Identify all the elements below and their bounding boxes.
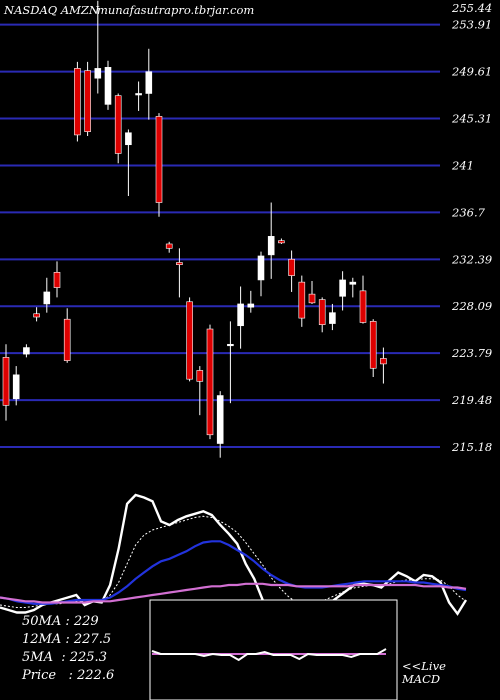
candle-body (186, 301, 193, 380)
y-tick-label: 232.39 (451, 252, 492, 266)
ma12-label: 12MA : 227.5 (22, 632, 112, 647)
candle-body (176, 262, 183, 265)
candle-body (165, 243, 173, 249)
candle-body (298, 281, 306, 319)
gridlines (0, 23, 440, 448)
y-tick-label: 228.09 (451, 299, 492, 313)
ma-line-long-MA (0, 540, 467, 605)
candle-body (237, 303, 244, 327)
candle-body (206, 328, 214, 436)
macd-panel-frame (149, 599, 398, 700)
candle-body (12, 374, 20, 400)
candle-body (155, 116, 163, 203)
candle-body (267, 236, 275, 256)
ma-line-dotted (0, 515, 467, 608)
macd-lines (151, 648, 387, 662)
candle-body (380, 358, 387, 365)
candle-body (288, 258, 295, 276)
candle-body (329, 312, 336, 324)
candle-body (94, 68, 102, 79)
candle-body (33, 313, 40, 318)
candle-body (23, 347, 30, 355)
candle-body (125, 132, 132, 146)
y-tick-label: 236.7 (451, 205, 486, 219)
candle-body (359, 290, 367, 323)
price-label: Price : 222.6 (22, 668, 115, 683)
candle-body (63, 318, 71, 361)
candle-body (247, 303, 255, 308)
y-tick-label: 253.91 (451, 18, 492, 32)
y-tick-label: 241 (451, 158, 474, 172)
ma-line-short-MA (0, 582, 467, 604)
watermark: munafasutrapro.tbrjar.com (97, 3, 254, 17)
y-tick-labels: 255.44 253.91 249.61 245.31 241 236.7 232.39 22… (451, 1, 492, 454)
y-tick-label: 245.31 (451, 111, 492, 125)
candle-body (114, 95, 122, 154)
candle-body (349, 281, 357, 285)
ma50-label: 50MA : 229 (22, 614, 99, 629)
candle-body (135, 93, 142, 96)
moving-average-lines (0, 493, 468, 622)
candle-body (257, 255, 265, 281)
ma5-label: 5MA : 225.3 (22, 650, 107, 665)
y-tick-label: 223.79 (451, 346, 492, 360)
macd-caption: <<Live MACD (402, 659, 446, 686)
candle-body (53, 272, 61, 288)
candle-body (2, 357, 10, 406)
candle-body (196, 370, 204, 382)
candle-body (308, 293, 316, 304)
candle-body (104, 67, 112, 105)
chart-title: NASDAQ AMZN (3, 3, 100, 17)
candle-body (339, 279, 346, 297)
y-tick-label: 219.48 (451, 393, 492, 407)
candles (2, 0, 387, 458)
candle-body (318, 299, 326, 325)
candle-body (278, 240, 285, 244)
y-tick-label: 255.44 (451, 1, 492, 15)
candle-body (74, 68, 81, 136)
macd-line-line (151, 648, 387, 662)
y-tick-label: 249.61 (451, 65, 492, 79)
y-tick-label: 215.18 (451, 440, 492, 454)
candle-body (227, 343, 234, 347)
candle-body (145, 71, 153, 94)
candle-body (84, 70, 91, 132)
candle-body (369, 321, 377, 369)
candle-body (216, 395, 224, 444)
candle-body (43, 291, 51, 305)
